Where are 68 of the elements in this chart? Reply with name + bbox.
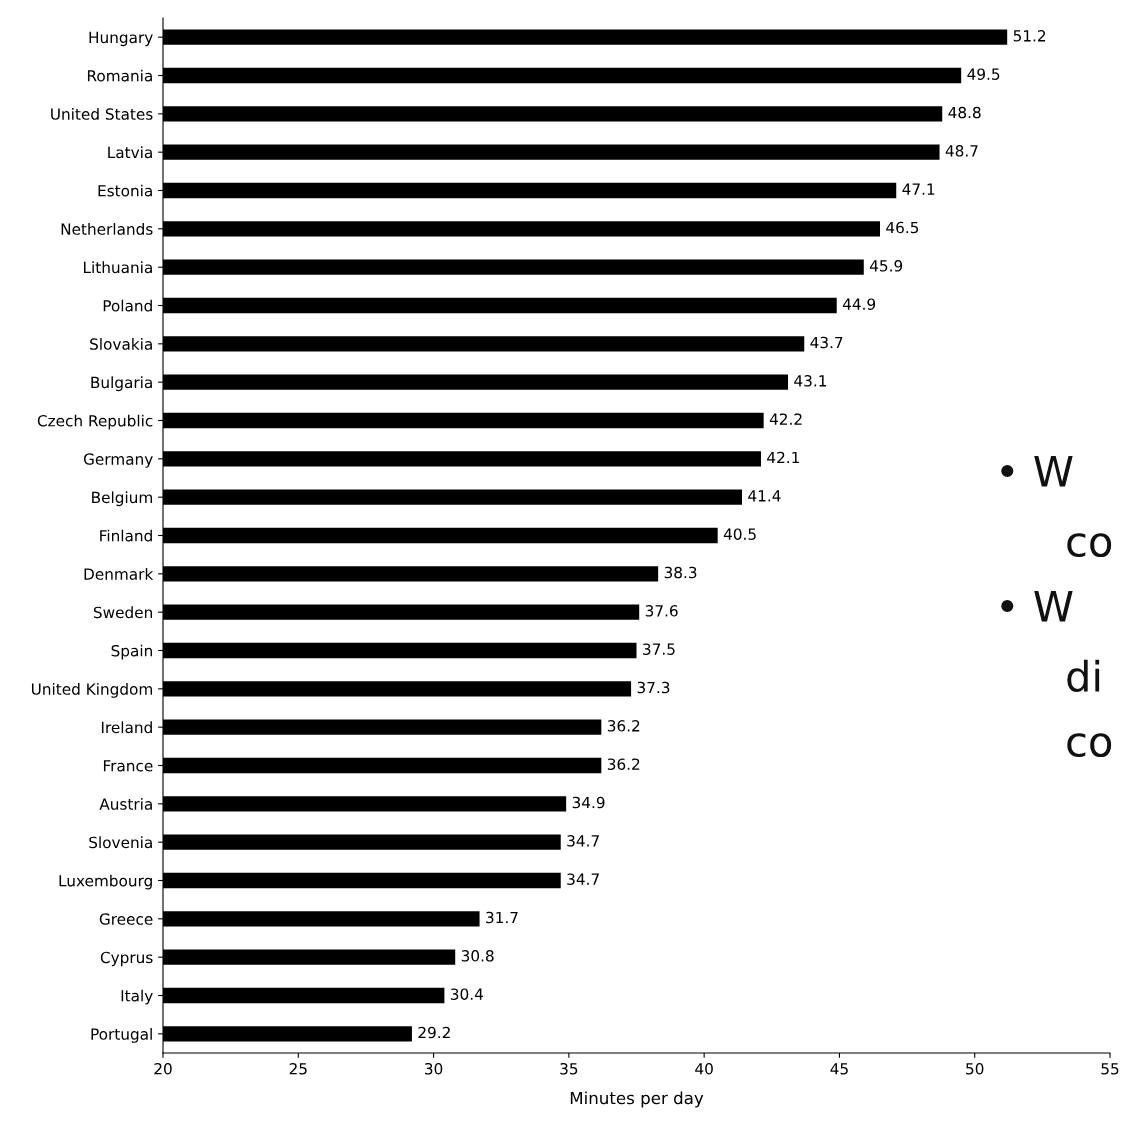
data-label: 51.2 [1013,30,1046,42]
data-label: 36.2 [607,720,640,732]
x-tick-label: 45 [830,1063,848,1075]
y-tick-label: Austria [99,798,152,810]
y-tick-label: Romania [87,69,152,82]
data-label: 48.7 [945,145,978,157]
y-tick-label: Czech Republic [37,414,153,430]
data-label: 37.6 [645,605,678,617]
data-label: 41.4 [748,490,781,502]
x-tick-label: 40 [695,1062,713,1075]
annotation: co [1067,533,1112,558]
y-tick-label: United Kingdom [31,683,152,698]
data-label: 30.4 [450,988,483,1000]
x-tick-label: 25 [289,1062,307,1075]
y-tick-label: Latvia [108,146,152,159]
y-tick-label: Belgium [92,491,152,507]
data-label: 34.9 [572,796,605,809]
data-label: 29.2 [418,1026,450,1039]
data-label: 42.2 [769,413,802,425]
data-label: 34.7 [567,873,599,885]
data-label: 34.7 [567,835,599,847]
y-tick-label: Estonia [98,184,152,197]
data-label: 44.9 [842,298,876,310]
data-label: 43.1 [794,375,827,387]
data-label: 37.3 [637,681,670,694]
annotation: co [1067,733,1112,758]
data-label: 47.1 [902,183,935,195]
y-tick-label: Portugal [91,1028,152,1043]
y-tick-label: Luxembourg [59,874,152,890]
data-label: 49.5 [967,68,1000,80]
x-tick-label: 35 [560,1062,578,1075]
x-tick-label: 20 [154,1062,172,1075]
y-tick-label: Greece [99,913,153,925]
x-axis-title: Minutes per day [570,1091,704,1108]
y-tick-label: Slovakia [90,338,152,350]
y-tick-label: Cyprus [100,951,153,967]
y-tick-label: Lithuania [84,261,152,274]
y-tick-label: Italy [121,989,153,1005]
data-label: 43.7 [810,336,843,349]
x-tick-label: 55 [1101,1063,1119,1075]
y-tick-label: Ireland [101,721,152,734]
data-label: 48.8 [948,106,981,119]
data-label: 36.2 [607,758,640,770]
x-tick-label: 50 [966,1062,984,1075]
annotation: • W [1001,456,1073,487]
y-tick-label: Sweden [93,606,152,619]
y-tick-label: France [103,760,153,772]
data-label: 38.3 [664,566,697,579]
data-label: 46.5 [886,221,919,234]
data-label: 37.5 [643,643,675,655]
y-tick-label: United States [51,108,153,120]
y-tick-label: Netherlands [61,223,153,235]
y-tick-label: Bulgaria [91,376,152,392]
x-tick-label: 30 [425,1062,443,1075]
data-label: 30.8 [461,950,494,962]
y-tick-label: Denmark [84,568,154,580]
data-label: 31.7 [486,911,518,924]
annotation: • W [1001,591,1073,622]
y-tick-label: Finland [100,529,152,542]
data-label: 45.9 [869,260,903,272]
y-tick-label: Hungary [89,31,153,47]
annotation: di [1067,659,1100,693]
data-label: 42.1 [767,451,799,464]
y-tick-label: Poland [103,299,152,312]
y-tick-label: Spain [111,644,152,660]
y-tick-label: Germany [83,453,153,468]
data-label: 40.5 [723,528,756,540]
y-tick-label: Slovenia [89,836,152,849]
